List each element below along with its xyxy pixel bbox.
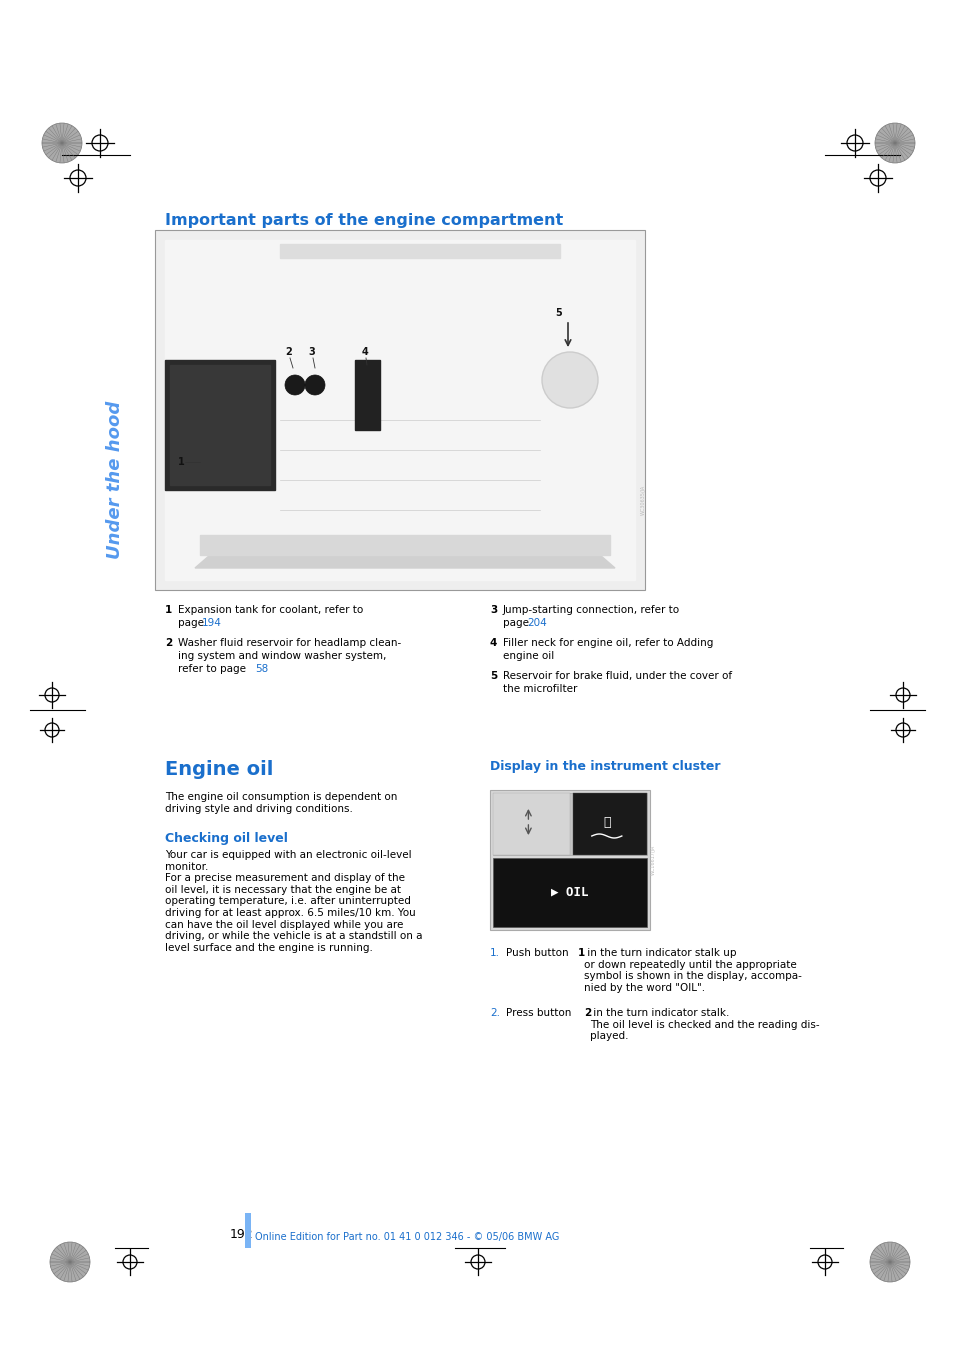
Text: 192: 192 (230, 1228, 253, 1242)
Text: Press button: Press button (505, 1008, 574, 1019)
Text: 1: 1 (578, 948, 584, 958)
Text: Under the hood: Under the hood (106, 401, 124, 559)
Circle shape (869, 1242, 909, 1282)
Circle shape (305, 376, 325, 394)
Text: Display in the instrument cluster: Display in the instrument cluster (490, 761, 720, 773)
Text: 2: 2 (165, 638, 172, 648)
Polygon shape (280, 245, 559, 258)
Text: page: page (502, 617, 532, 628)
Circle shape (874, 123, 914, 163)
Text: the microfilter: the microfilter (502, 684, 577, 694)
Text: in the turn indicator stalk up
or down repeatedly until the appropriate
symbol i: in the turn indicator stalk up or down r… (583, 948, 801, 993)
Text: 5: 5 (490, 671, 497, 681)
Text: Checking oil level: Checking oil level (165, 832, 288, 844)
Circle shape (42, 123, 82, 163)
Text: 58: 58 (254, 663, 268, 674)
Text: 1: 1 (165, 605, 172, 615)
Text: 1.: 1. (490, 948, 499, 958)
Bar (493, 793, 646, 855)
Text: 3: 3 (490, 605, 497, 615)
Bar (573, 793, 646, 855)
Text: 1: 1 (178, 457, 185, 467)
Bar (490, 790, 649, 929)
Text: Important parts of the engine compartment: Important parts of the engine compartmen… (165, 213, 562, 228)
Text: 🛢: 🛢 (602, 816, 610, 828)
Text: 2: 2 (285, 347, 292, 357)
Polygon shape (165, 240, 635, 580)
Text: refer to page: refer to page (178, 663, 249, 674)
Circle shape (50, 1242, 90, 1282)
Text: WC30635/JA: WC30635/JA (640, 485, 645, 515)
Text: Reservoir for brake fluid, under the cover of: Reservoir for brake fluid, under the cov… (502, 671, 731, 681)
Text: ing system and window washer system,: ing system and window washer system, (178, 651, 386, 661)
Text: 4: 4 (361, 347, 369, 357)
Circle shape (541, 353, 598, 408)
Text: Engine oil: Engine oil (165, 761, 274, 780)
Text: Filler neck for engine oil, refer to Adding: Filler neck for engine oil, refer to Add… (502, 638, 713, 648)
Text: 194: 194 (202, 617, 222, 628)
Bar (493, 858, 646, 927)
Text: page: page (178, 617, 207, 628)
Polygon shape (355, 359, 379, 430)
Polygon shape (165, 359, 274, 490)
Text: Expansion tank for coolant, refer to: Expansion tank for coolant, refer to (178, 605, 363, 615)
Text: 4: 4 (490, 638, 497, 648)
Text: Online Edition for Part no. 01 41 0 012 346 - © 05/06 BMW AG: Online Edition for Part no. 01 41 0 012 … (254, 1232, 558, 1242)
Bar (245, 1213, 251, 1248)
Text: in the turn indicator stalk.
The oil level is checked and the reading dis-
playe: in the turn indicator stalk. The oil lev… (589, 1008, 819, 1042)
Text: WC16617/JA: WC16617/JA (650, 844, 656, 875)
Polygon shape (170, 365, 270, 485)
Polygon shape (200, 535, 609, 555)
Text: Jump-starting connection, refer to: Jump-starting connection, refer to (502, 605, 679, 615)
Bar (154, 230, 644, 590)
Bar (493, 793, 569, 855)
Text: 2: 2 (583, 1008, 591, 1019)
Circle shape (285, 376, 305, 394)
Text: 5: 5 (555, 308, 561, 317)
Text: 3: 3 (308, 347, 314, 357)
Text: 2.: 2. (490, 1008, 499, 1019)
Polygon shape (194, 555, 615, 567)
Text: 204: 204 (526, 617, 546, 628)
Text: Push button: Push button (505, 948, 571, 958)
Text: The engine oil consumption is dependent on
driving style and driving conditions.: The engine oil consumption is dependent … (165, 792, 397, 813)
Text: ▶ OIL: ▶ OIL (551, 885, 588, 898)
Text: Your car is equipped with an electronic oil-level
monitor.
For a precise measure: Your car is equipped with an electronic … (165, 850, 422, 952)
Text: Washer fluid reservoir for headlamp clean-: Washer fluid reservoir for headlamp clea… (178, 638, 401, 648)
Text: engine oil: engine oil (502, 651, 554, 661)
